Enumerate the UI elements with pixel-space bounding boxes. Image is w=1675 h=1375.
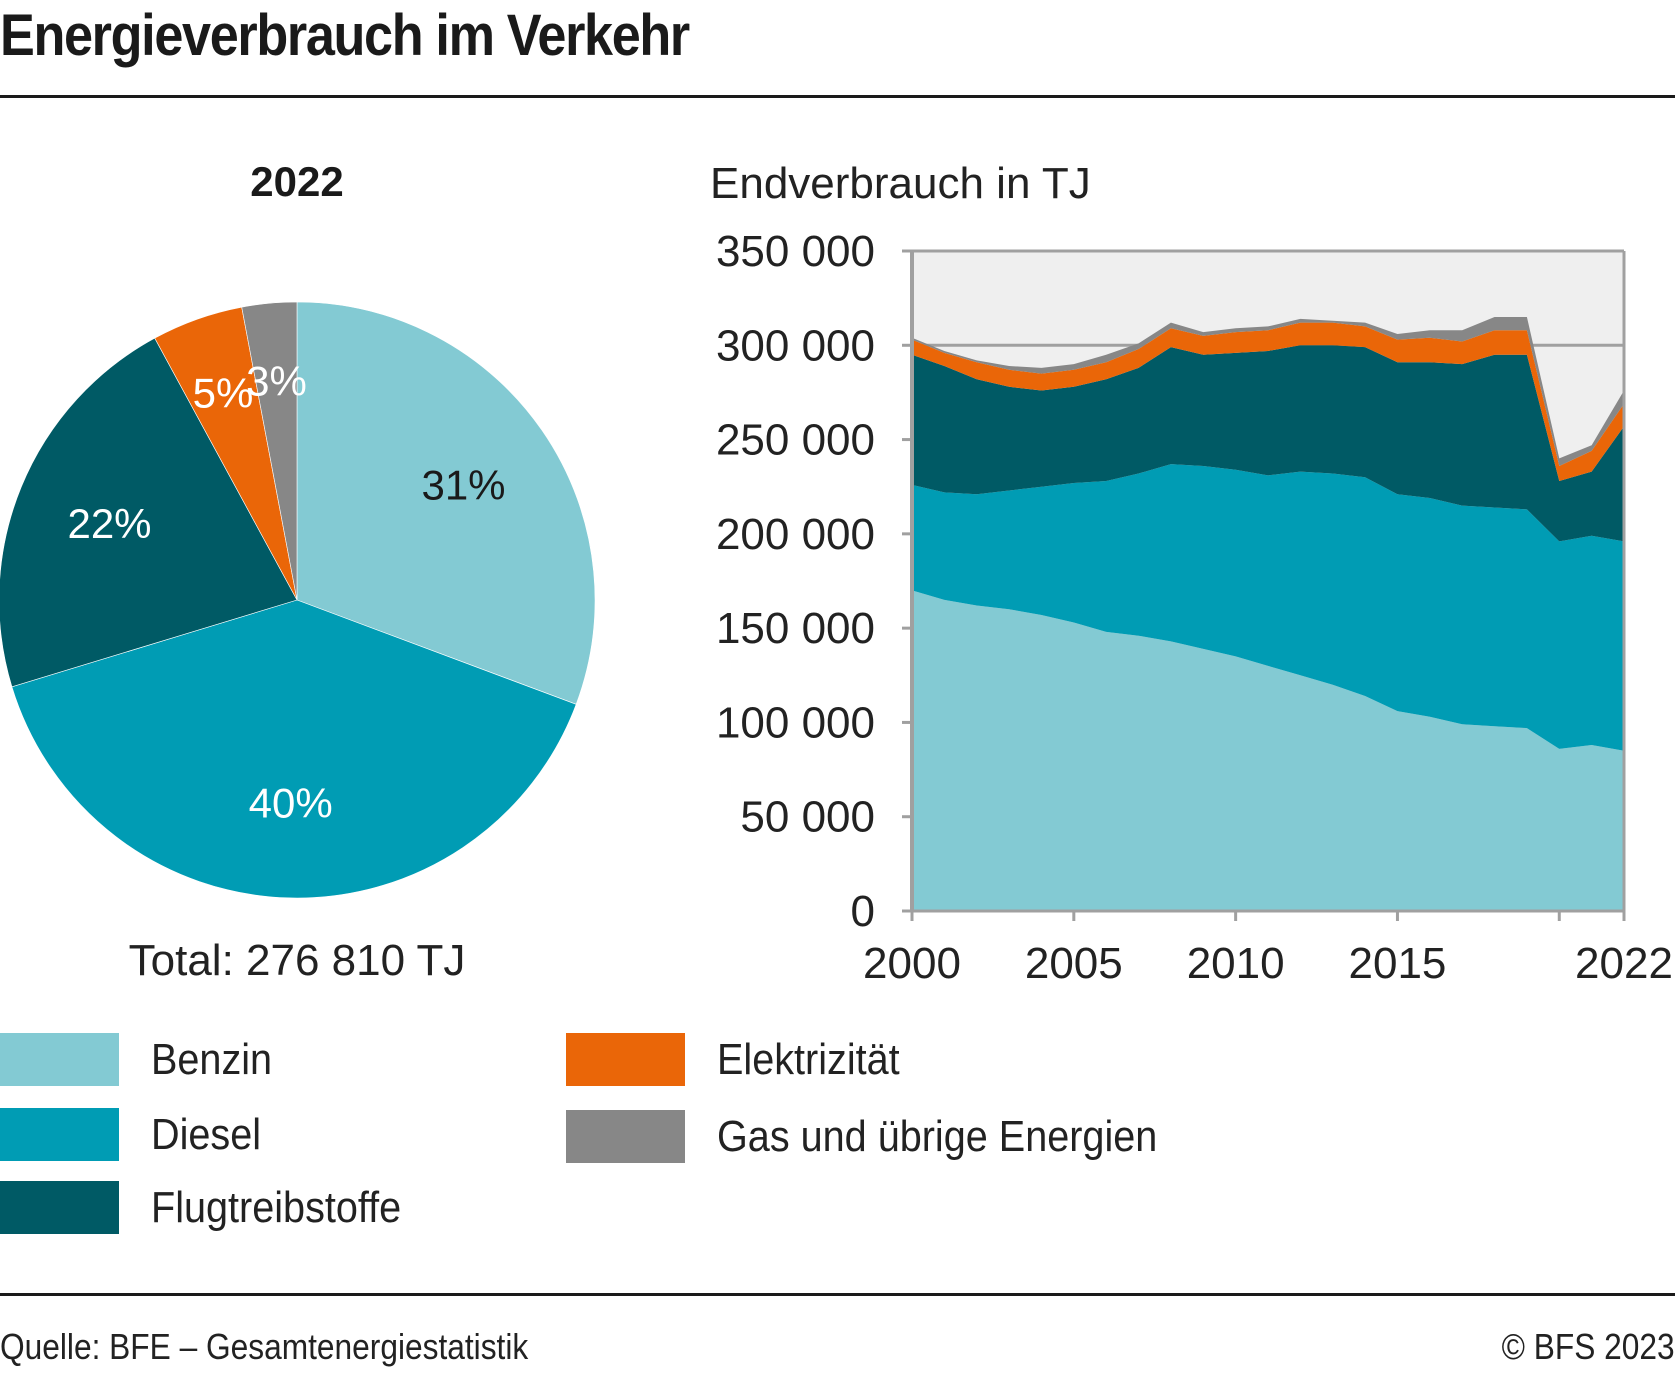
legend-label: Diesel [151, 1109, 262, 1159]
x-tick-label: 2022 [1575, 939, 1673, 988]
legend-swatch-elektrizitaet [566, 1033, 685, 1086]
area-diesel [912, 464, 1624, 751]
x-tick-label: 2010 [1187, 939, 1285, 988]
y-tick-label: 250 000 [716, 416, 875, 465]
legend-swatch-diesel [0, 1108, 119, 1161]
pie-slice-diesel [11, 599, 577, 899]
chart-title: Energieverbrauch im Verkehr [0, 3, 690, 68]
x-tick-label: 2005 [1025, 939, 1123, 988]
y-axis-label: Endverbrauch in TJ [710, 159, 1091, 208]
legend-swatch-flugtreibstoffe [0, 1181, 119, 1234]
legend-label: Benzin [151, 1034, 273, 1084]
pie-label-gas-und-ubrige-energien: 3% [246, 357, 307, 404]
copyright-note: © BFS 2023 [1501, 1326, 1675, 1367]
y-tick-label: 300 000 [716, 321, 875, 370]
pie-slice-flugtreibstoffe [0, 337, 298, 688]
y-tick-label: 350 000 [716, 227, 875, 276]
x-tick-label: 2015 [1349, 939, 1447, 988]
legend-item-elektrizitaet: Elektrizität [566, 1033, 920, 1086]
pie-title: 2022 [250, 158, 343, 205]
legend-swatch-benzin [0, 1033, 119, 1086]
x-tick-label: 2000 [863, 939, 961, 988]
area-elektrizitat [912, 322, 1624, 482]
y-tick-label: 150 000 [716, 604, 875, 653]
y-tick-label: 50 000 [740, 793, 875, 842]
legend-label: Flugtreibstoffe [151, 1182, 402, 1232]
area-flugtreibstoffe [912, 345, 1624, 542]
legend-item-flugtreibstoffe: Flugtreibstoffe [0, 1181, 429, 1234]
pie-label-diesel: 40% [249, 780, 333, 827]
pie-label-benzin: 31% [421, 462, 505, 509]
pie-label-elektrizitat: 5% [193, 369, 254, 416]
legend-item-diesel: Diesel [0, 1108, 273, 1161]
pie-chart: 2022 31% 40% 22% 5%3% Total: 276 810 TJ [0, 158, 596, 985]
stacked-area-chart: Endverbrauch in TJ 0 50 000 100 000 150 000… [710, 159, 1673, 988]
top-divider [0, 95, 1675, 98]
pie-total-label: Total: 276 810 TJ [129, 936, 466, 985]
pie-slice-benzin [296, 301, 596, 705]
bottom-divider [0, 1293, 1675, 1296]
chart-canvas: 2022 31% 40% 22% 5%3% Total: 276 810 TJ End… [0, 158, 1673, 988]
legend-item-gas: Gas und übrige Energien [566, 1110, 1206, 1163]
legend-label: Gas und übrige Energien [717, 1111, 1158, 1161]
y-tick-label: 100 000 [716, 698, 875, 747]
pie-label-flugtreibstoffe: 22% [67, 500, 151, 547]
legend-item-benzin: Benzin [0, 1033, 286, 1086]
y-tick-label: 0 [851, 887, 875, 936]
legend-label: Elektrizität [717, 1034, 900, 1084]
pie-slice-gas-und-ubrige-energien [241, 301, 298, 601]
source-note: Quelle: BFE – Gesamtenergiestatistik [0, 1326, 529, 1367]
area-benzin [912, 590, 1624, 911]
y-tick-label: 200 000 [716, 510, 875, 559]
legend-swatch-gas [566, 1110, 685, 1163]
